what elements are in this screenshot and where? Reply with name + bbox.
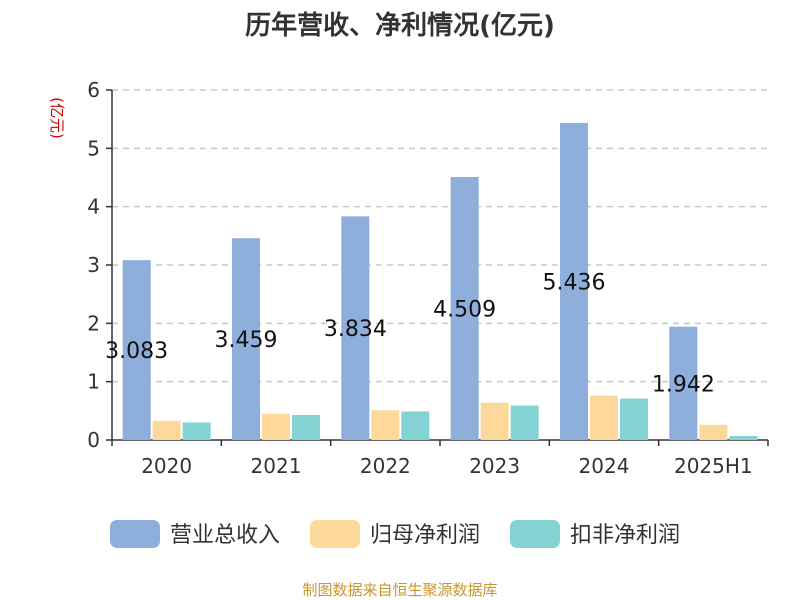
y-tick-label: 0 xyxy=(87,428,100,452)
data-label: 1.942 xyxy=(652,372,715,397)
chart-title: 历年营收、净利情况(亿元) xyxy=(245,10,555,41)
bar-2-2021 xyxy=(262,413,290,440)
data-label: 5.436 xyxy=(543,270,606,295)
legend-swatch-3 xyxy=(510,520,560,548)
legend-label-3: 扣非净利润 xyxy=(570,523,680,548)
legend-swatch-2 xyxy=(310,520,360,548)
y-unit-label: (亿元) xyxy=(48,97,66,139)
x-tick-label: 2023 xyxy=(469,454,520,478)
legend: 营业总收入 归母净利润 扣非净利润 xyxy=(110,520,680,548)
y-tick-label: 1 xyxy=(87,370,100,394)
bar-3-2021 xyxy=(292,414,320,440)
data-label: 4.509 xyxy=(433,297,496,322)
legend-label-1: 营业总收入 xyxy=(170,523,280,548)
bars xyxy=(122,122,758,441)
bar-1-2025H1 xyxy=(669,326,698,440)
y-tick-label: 2 xyxy=(87,311,100,335)
bar-3-2022 xyxy=(401,411,430,440)
bar-2-2022 xyxy=(371,410,400,440)
legend-swatch-1 xyxy=(110,520,160,548)
y-tick-label: 4 xyxy=(87,195,100,219)
legend-label-2: 归母净利润 xyxy=(370,523,480,548)
bar-1-2020 xyxy=(122,260,151,440)
x-tick-label: 2024 xyxy=(579,454,630,478)
x-tick-label: 2021 xyxy=(251,454,302,478)
data-labels: 3.083 3.459 3.834 4.509 5.436 1.942 xyxy=(105,270,715,397)
bar-2-2020 xyxy=(152,420,181,440)
y-tick-label: 5 xyxy=(87,136,100,160)
data-label: 3.459 xyxy=(215,328,278,353)
y-tick-label: 6 xyxy=(87,78,100,102)
bar-1-2021 xyxy=(232,238,260,440)
bar-3-2023 xyxy=(510,405,539,440)
x-tick-label: 2025H1 xyxy=(674,454,753,478)
bar-3-2025H1 xyxy=(729,435,758,440)
bar-2-2025H1 xyxy=(699,424,728,440)
bar-2-2023 xyxy=(480,402,509,440)
bar-1-2022 xyxy=(341,216,370,440)
x-tick-label: 2022 xyxy=(360,454,411,478)
bar-2-2024 xyxy=(590,395,618,440)
bar-1-2023 xyxy=(450,176,479,440)
bar-3-2024 xyxy=(620,398,648,440)
data-label: 3.834 xyxy=(324,317,387,342)
y-tick-label: 3 xyxy=(87,253,100,277)
source-note: 制图数据来自恒生聚源数据库 xyxy=(302,581,497,599)
axes: 0 1 2 3 4 5 6 2020 2021 2022 2023 2024 2025H1 xyxy=(87,78,769,478)
x-tick-label: 2020 xyxy=(141,454,192,478)
data-label: 3.083 xyxy=(105,339,168,364)
bar-1-2024 xyxy=(560,122,588,441)
bar-3-2020 xyxy=(182,422,211,440)
